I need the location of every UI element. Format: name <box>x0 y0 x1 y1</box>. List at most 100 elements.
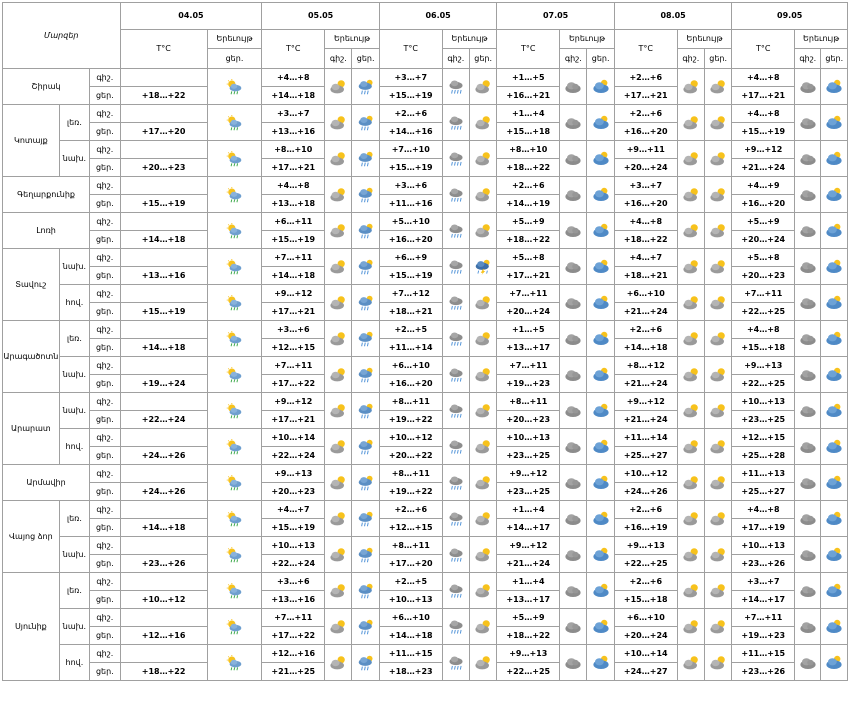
weather-cell <box>468 284 498 321</box>
blue-cloud-icon <box>591 115 611 131</box>
temperature-cell: +10…+13 <box>261 536 326 555</box>
cloud-sun-rain-icon <box>356 151 376 167</box>
cloud-icon <box>563 439 583 455</box>
cloud-icon <box>798 547 818 563</box>
time-of-day: գիշ. <box>89 248 121 267</box>
temperature-cell <box>119 608 208 627</box>
weather-cell <box>559 248 588 285</box>
weather-cell <box>351 212 380 249</box>
weather-cell <box>703 284 733 321</box>
weather-cell <box>441 320 470 357</box>
temperature-cell: +10…+12 <box>613 464 678 483</box>
temperature-cell: +10…+13 <box>731 392 796 411</box>
temperature-cell: +15…+19 <box>119 194 208 213</box>
temperature-cell: +2…+6 <box>378 500 443 519</box>
weather-cell <box>441 608 470 645</box>
temperature-cell: +19…+22 <box>378 482 443 501</box>
date-header: 09.05 <box>731 2 848 30</box>
temperature-cell: +17…+21 <box>261 158 326 177</box>
temperature-cell: +15…+19 <box>378 158 443 177</box>
temperature-cell: +2…+6 <box>613 68 678 87</box>
blue-cloud-icon <box>824 151 844 167</box>
weather-cell <box>703 392 733 429</box>
temperature-cell: +12…+16 <box>261 644 326 663</box>
weather-cell <box>441 212 470 249</box>
temperature-cell: +10…+12 <box>119 590 208 609</box>
weather-cell <box>206 500 263 537</box>
temperature-cell: +22…+24 <box>261 554 326 573</box>
sun-cloud-rain-icon <box>224 331 244 347</box>
temperature-cell: +3…+7 <box>378 68 443 87</box>
temperature-cell: +22…+25 <box>496 662 561 681</box>
temperature-cell: +2…+5 <box>378 572 443 591</box>
blue-cloud-icon <box>824 475 844 491</box>
weather-cell <box>703 356 733 393</box>
weather-cell <box>324 212 353 249</box>
cloud-with-sun-icon <box>681 475 701 491</box>
weather-cell <box>324 140 353 177</box>
day-header: ցեր. <box>820 48 848 69</box>
weather-cell <box>794 140 822 177</box>
cloud-with-sun-icon <box>681 619 701 635</box>
weather-cell <box>794 644 822 681</box>
blue-cloud-icon <box>591 403 611 419</box>
blue-cloud-icon <box>591 295 611 311</box>
temperature-cell: +1…+4 <box>496 500 561 519</box>
time-of-day: ցեր. <box>89 122 121 141</box>
temperature-cell: +15…+19 <box>378 86 443 105</box>
weather-cell <box>468 428 498 465</box>
temperature-cell <box>119 644 208 663</box>
weather-cell <box>586 176 615 213</box>
temperature-cell: +21…+24 <box>731 158 796 177</box>
temperature-cell: +17…+21 <box>613 86 678 105</box>
time-of-day: գիշ. <box>89 104 121 123</box>
time-of-day: ցեր. <box>89 590 121 609</box>
cloud-icon <box>798 583 818 599</box>
weather-cell <box>351 248 380 285</box>
temperature-cell: +23…+25 <box>731 410 796 429</box>
cloud-icon <box>563 331 583 347</box>
weather-cell <box>468 356 498 393</box>
temperature-cell: +10…+14 <box>613 644 678 663</box>
weather-cell <box>794 464 822 501</box>
weather-cell <box>324 356 353 393</box>
temperature-cell: +15…+19 <box>261 518 326 537</box>
cloud-icon <box>563 619 583 635</box>
time-of-day: գիշ. <box>89 464 121 483</box>
sun-cloud-rain-icon <box>224 259 244 275</box>
blue-cloud-icon <box>591 331 611 347</box>
temperature-cell: +9…+11 <box>613 140 678 159</box>
temperature-cell: +12…+15 <box>378 518 443 537</box>
table-row: նախ. գիշ. +7…+11 +6…+10 +5…+9 +6…+10 +7…+11 <box>3 608 848 645</box>
temperature-cell: +14…+16 <box>378 122 443 141</box>
temperature-cell: +8…+11 <box>378 392 443 411</box>
cloud-icon <box>798 655 818 671</box>
temperature-cell: +24…+26 <box>119 482 208 501</box>
cloud-with-sun-icon <box>681 151 701 167</box>
weather-cell <box>794 392 822 429</box>
temperature-cell: +24…+26 <box>119 446 208 465</box>
temperature-cell: +4…+7 <box>261 500 326 519</box>
temperature-cell: +16…+20 <box>378 374 443 393</box>
temperature-cell: +12…+15 <box>731 428 796 447</box>
weather-cell <box>703 68 733 105</box>
sun-cloud-rain-icon <box>224 511 244 527</box>
sun-cloud-rain-icon <box>224 655 244 671</box>
weather-cell <box>206 248 263 285</box>
blue-cloud-icon <box>591 79 611 95</box>
time-of-day: ցեր. <box>89 86 121 105</box>
blue-cloud-icon <box>591 439 611 455</box>
cloud-with-sun-icon <box>708 115 728 131</box>
weather-cell <box>820 68 848 105</box>
phenomenon-header: Երեւույթ <box>676 29 733 49</box>
weather-cell <box>324 572 353 609</box>
weather-cell <box>468 536 498 573</box>
temperature-cell <box>119 140 208 159</box>
cloud-with-sun-icon <box>473 223 493 239</box>
cloud-with-sun-icon <box>473 439 493 455</box>
temperature-cell: +14…+18 <box>119 338 208 357</box>
time-of-day: գիշ. <box>89 140 121 159</box>
temperature-cell: +1…+5 <box>496 320 561 339</box>
temperature-cell: +17…+21 <box>496 266 561 285</box>
cloud-with-sun-icon <box>473 619 493 635</box>
